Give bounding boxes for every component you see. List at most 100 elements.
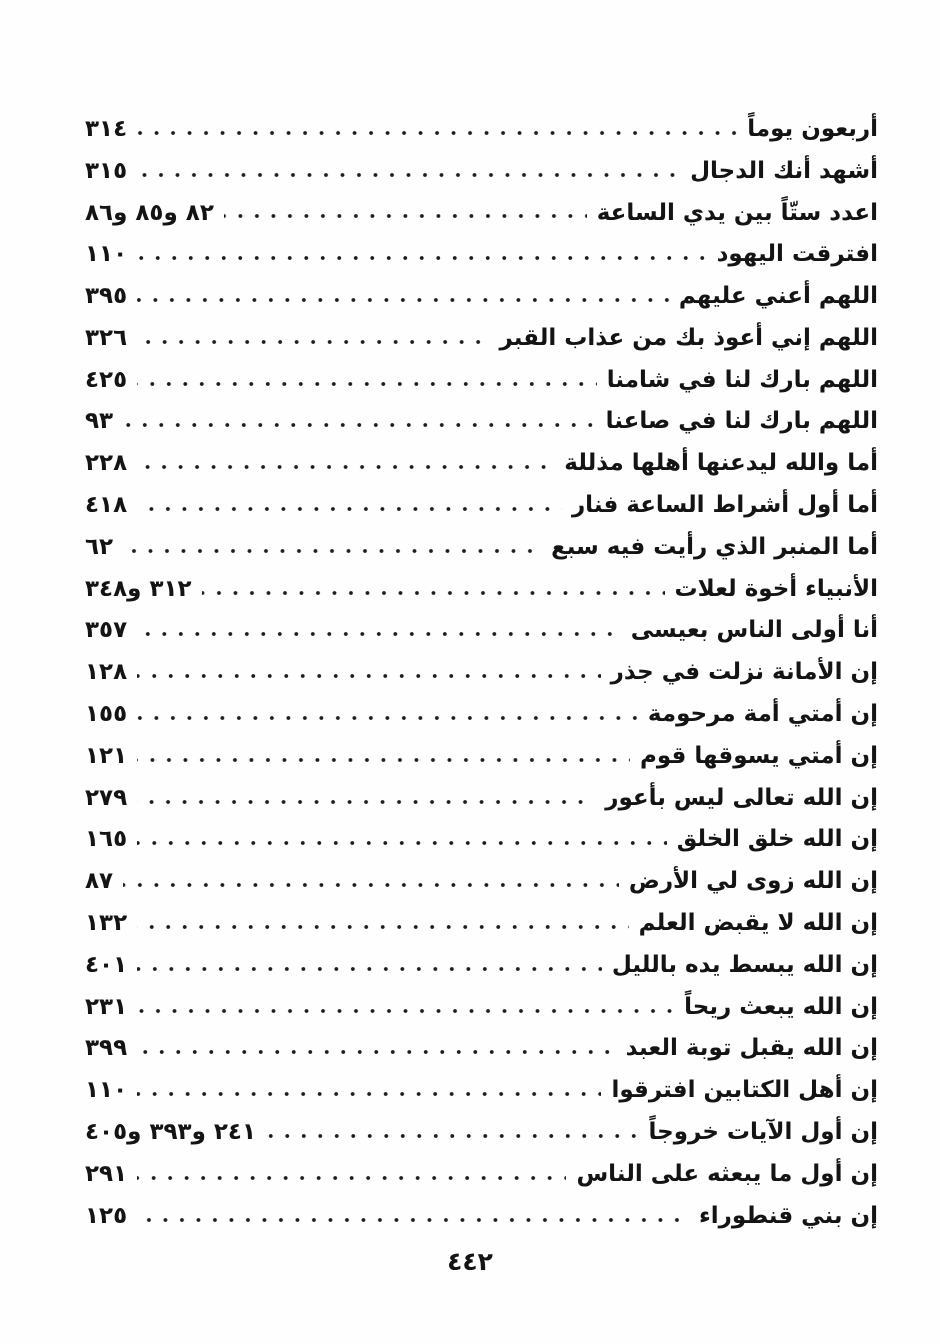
index-entry: إن أول ما يبعثه على الناس ٢٩١ — [85, 1148, 878, 1190]
entry-title: إن أهل الكتابين افترقوا — [611, 1077, 878, 1104]
entry-title: أما المنبر الذي رأيت فيه سبع — [551, 533, 878, 560]
index-entry: إن الله يقبل توبة العبد ٣٩٩ — [85, 1023, 878, 1065]
entry-page-number: ٢٩١ — [85, 1160, 128, 1187]
dot-leader — [137, 252, 707, 265]
entry-page-number: ٨٢ و٨٥ و٨٦ — [85, 199, 214, 226]
entry-title: اللهم بارك لنا في شامنا — [606, 366, 878, 393]
entry-page-number: ٤٢٥ — [85, 366, 128, 393]
dot-leader — [137, 1088, 602, 1101]
entry-title: إن الأمانة نزلت في جذر — [610, 659, 878, 686]
entry-page-number: ٣١٥ — [85, 157, 128, 184]
dot-leader — [137, 126, 738, 139]
dot-leader — [123, 419, 596, 432]
dot-leader — [137, 711, 638, 724]
entry-page-number: ٢٢٨ — [85, 450, 128, 477]
dot-leader — [137, 753, 630, 766]
index-entry: إن الله زوى لي الأرض ٨٧ — [85, 855, 878, 897]
index-entry: إن أمتي أمة مرحومة ١٥٥ — [85, 688, 878, 730]
hadith-index-list: أربعون يوماً ٣١٤ أشهد أنك الدجال ٣١٥ اعدد ست… — [85, 103, 878, 1232]
index-entry: إن الله لا يقبض العلم ١٣٢ — [85, 897, 878, 939]
entry-page-number: ٣٩٥ — [85, 283, 128, 310]
entry-page-number: ٣٩٩ — [85, 1035, 128, 1062]
entry-title: إن الله زوى لي الأرض — [628, 868, 878, 895]
index-entry: إن الله تعالى ليس بأعور ٢٧٩ — [85, 772, 878, 814]
index-entry: إن الله خلق الخلق ١٦٥ — [85, 814, 878, 856]
index-entry: اعدد ستّاً بين يدي الساعة ٨٢ و٨٥ و٨٦ — [85, 187, 878, 229]
index-entry: إن أمتي يسوقها قوم ١٢١ — [85, 730, 878, 772]
entry-title: أما أول أشراط الساعة فنار — [571, 492, 878, 519]
index-entry: إن أهل الكتابين افترقوا ١١٠ — [85, 1064, 878, 1106]
dot-leader — [266, 1129, 639, 1142]
dot-leader — [123, 544, 542, 557]
entry-page-number: ١٢٨ — [85, 659, 128, 686]
index-entry: إن الأمانة نزلت في جذر ١٢٨ — [85, 646, 878, 688]
entry-title: إن بني قنطوراء — [699, 1202, 878, 1229]
entry-page-number: ١١٠ — [85, 241, 128, 268]
dot-leader — [137, 795, 596, 808]
page-footer: ٤٤٢ — [0, 1247, 940, 1276]
entry-page-number: ٣١٢ و٣٤٨ — [85, 575, 192, 602]
dot-leader — [137, 1046, 616, 1059]
entry-page-number: ١٥٥ — [85, 701, 128, 728]
entry-title: افترقت اليهود — [716, 241, 878, 268]
entry-page-number: ١٦٥ — [85, 826, 128, 853]
page-number: ٤٤٢ — [447, 1247, 493, 1276]
entry-page-number: ٩٣ — [85, 408, 114, 435]
index-entry: افترقت اليهود ١١٠ — [85, 228, 878, 270]
entry-page-number: ٢٤١ و٣٩٣ و٤٠٥ — [85, 1119, 256, 1146]
index-entry: اللهم بارك لنا في صاعنا ٩٣ — [85, 396, 878, 438]
entry-title: إن الله يبسط يده بالليل — [611, 951, 878, 978]
dot-leader — [137, 461, 555, 474]
index-entry: اللهم إني أعوذ بك من عذاب القبر ٣٢٦ — [85, 312, 878, 354]
entry-title: إن أمتي أمة مرحومة — [647, 701, 878, 728]
entry-page-number: ٣١٤ — [85, 115, 128, 142]
entry-title: إن الله يقبل توبة العبد — [625, 1035, 878, 1062]
dot-leader — [137, 168, 681, 181]
entry-page-number: ١١٠ — [85, 1077, 128, 1104]
entry-page-number: ١٣٢ — [85, 910, 128, 937]
entry-page-number: ٤٠١ — [85, 951, 128, 978]
entry-title: إن الله لا يقبض العلم — [638, 910, 878, 937]
dot-leader — [137, 293, 669, 306]
entry-title: إن الله يبعث ريحاً — [684, 993, 878, 1020]
entry-title: اعدد ستّاً بين يدي الساعة — [596, 199, 878, 226]
index-entry: إن أول الآيات خروجاً ٢٤١ و٣٩٣ و٤٠٥ — [85, 1106, 878, 1148]
entry-title: اللهم بارك لنا في صاعنا — [605, 408, 878, 435]
index-entry: أنا أولى الناس بعيسى ٣٥٧ — [85, 605, 878, 647]
entry-title: إن أول ما يبعثه على الناس — [576, 1160, 878, 1187]
entry-title: اللهم أعني عليهم — [678, 283, 878, 310]
index-entry: إن بني قنطوراء ١٢٥ — [85, 1190, 878, 1232]
entry-page-number: ١٢٥ — [85, 1202, 128, 1229]
entry-title: إن أول الآيات خروجاً — [648, 1119, 878, 1146]
entry-page-number: ٣٢٦ — [85, 324, 128, 351]
index-entry: إن الله يبسط يده بالليل ٤٠١ — [85, 939, 878, 981]
dot-leader — [123, 879, 619, 892]
dot-leader — [137, 670, 601, 683]
dot-leader — [137, 962, 602, 975]
entry-page-number: ٨٧ — [85, 868, 114, 895]
index-entry: إن الله يبعث ريحاً ٢٣١ — [85, 981, 878, 1023]
dot-leader — [201, 586, 665, 599]
entry-title: أنا أولى الناس بعيسى — [630, 617, 878, 644]
index-entry: أما أول أشراط الساعة فنار ٤١٨ — [85, 479, 878, 521]
entry-page-number: ٤١٨ — [85, 492, 128, 519]
dot-leader — [223, 210, 587, 223]
index-entry: أما والله ليدعنها أهلها مذللة ٢٢٨ — [85, 437, 878, 479]
index-entry: أشهد أنك الدجال ٣١٥ — [85, 145, 878, 187]
entry-page-number: ٣٥٧ — [85, 617, 128, 644]
index-entry: اللهم أعني عليهم ٣٩٥ — [85, 270, 878, 312]
entry-page-number: ٢٣١ — [85, 993, 128, 1020]
dot-leader — [137, 1004, 675, 1017]
index-entry: اللهم بارك لنا في شامنا ٤٢٥ — [85, 354, 878, 396]
dot-leader — [137, 335, 490, 348]
entry-page-number: ١٢١ — [85, 742, 128, 769]
index-entry: الأنبياء أخوة لعلات ٣١٢ و٣٤٨ — [85, 563, 878, 605]
entry-title: أربعون يوماً — [747, 115, 878, 142]
entry-page-number: ٦٢ — [85, 533, 114, 560]
dot-leader — [137, 628, 621, 641]
index-entry: أربعون يوماً ٣١٤ — [85, 103, 878, 145]
dot-leader — [137, 502, 562, 515]
dot-leader — [137, 837, 667, 850]
dot-leader — [137, 1213, 690, 1226]
